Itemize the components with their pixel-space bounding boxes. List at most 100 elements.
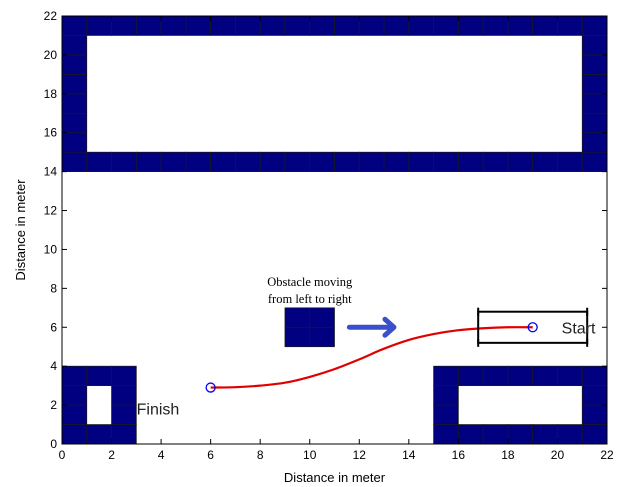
wall-cell [235, 15, 261, 36]
wall-cell [358, 15, 385, 36]
start-label: Start [562, 320, 596, 337]
wall-cell [61, 151, 88, 172]
wall-cell [433, 15, 459, 36]
x-tick-label: 16 [452, 448, 466, 462]
annotation-layer: Obstacle moving from left to right [267, 275, 397, 338]
wall-cell [532, 151, 558, 172]
wall-cell [210, 15, 236, 36]
wall-cell [111, 404, 137, 425]
x-axis-label: Distance in meter [284, 470, 386, 485]
wall-cell [581, 404, 608, 425]
wall-cell [581, 35, 608, 56]
wall-cell [433, 424, 459, 445]
wall-cell [61, 112, 88, 134]
wall-cell [507, 15, 534, 36]
wall-cell [86, 151, 112, 172]
wall-cell [259, 15, 286, 36]
wall-cell [61, 424, 88, 445]
wall-cell [61, 15, 88, 36]
wall-cell [284, 326, 311, 348]
wall-cell [507, 365, 534, 386]
wall-cell [259, 151, 286, 172]
plot-frame [61, 15, 608, 445]
wall-cell [309, 326, 335, 348]
wall-cell [581, 112, 608, 134]
wall-cell [61, 54, 88, 75]
x-tick-label: 22 [600, 448, 614, 462]
annotation-line-1: Obstacle moving [267, 275, 353, 289]
x-tick-label: 8 [257, 448, 264, 462]
wall-cell [408, 15, 434, 36]
wall-cell [532, 424, 558, 445]
wall-cell [433, 365, 459, 386]
wall-cell [61, 404, 88, 425]
wall-cell [557, 151, 583, 172]
wall-cell [581, 74, 608, 95]
wall-cell [581, 424, 608, 445]
finish-label: Finish [137, 402, 180, 419]
wall-cell [309, 15, 335, 36]
wall-cell [557, 424, 583, 445]
wall-cell [185, 15, 211, 36]
finish-marker [205, 382, 216, 393]
x-tick-label: 18 [501, 448, 515, 462]
wall-cell [581, 365, 608, 386]
wall-cell [135, 151, 162, 172]
start-marker [527, 322, 538, 333]
planned-path-line [210, 326, 533, 389]
wall-cell [482, 151, 509, 172]
wall-cell [581, 151, 608, 172]
path-markers: Finish Start [137, 307, 596, 419]
x-tick-label: 0 [59, 448, 66, 462]
wall-cell [581, 132, 608, 153]
wall-cell [383, 15, 410, 36]
y-tick-label: 16 [44, 126, 58, 140]
arrow-right-icon [346, 316, 397, 338]
wall-cell [309, 307, 335, 328]
top-wall [61, 15, 608, 172]
wall-cell [383, 151, 410, 172]
wall-cell [408, 151, 434, 172]
wall-cell [160, 15, 187, 36]
y-tick-label: 6 [50, 320, 57, 334]
wall-cell [61, 385, 88, 406]
y-tick-label: 10 [44, 242, 58, 256]
y-axis-label: Distance in meter [13, 179, 28, 281]
wall-cell [482, 15, 509, 36]
bottom-left-wall [61, 365, 137, 445]
wall-cell [458, 15, 484, 36]
wall-cell [334, 151, 360, 172]
wall-cell [458, 151, 484, 172]
wall-cell [532, 365, 558, 386]
x-tick-label: 20 [551, 448, 565, 462]
wall-cell [210, 151, 236, 172]
vehicle-bounding-box [477, 310, 589, 344]
wall-cell [358, 151, 385, 172]
wall-cell [458, 424, 484, 445]
wall-cell [61, 365, 88, 386]
moving-obstacle [284, 307, 335, 348]
wall-cell [160, 151, 187, 172]
y-tick-label: 12 [44, 204, 58, 218]
wall-cell [284, 307, 311, 328]
wall-cell [458, 365, 484, 386]
wall-cell [111, 151, 137, 172]
wall-cell [532, 15, 558, 36]
wall-cell [581, 54, 608, 75]
wall-cell [135, 15, 162, 36]
wall-cell [433, 151, 459, 172]
x-tick-label: 4 [158, 448, 165, 462]
y-tick-label: 14 [44, 165, 58, 179]
wall-cell [61, 74, 88, 95]
wall-cell [433, 404, 459, 425]
wall-cell [61, 93, 88, 114]
wall-cell [557, 15, 583, 36]
y-tick-label: 18 [44, 87, 58, 101]
axis-ticks: 0 2 4 6 8 10 12 14 16 18 20 22 0 2 4 6 8 10 12 14 16 18 20 22 [44, 9, 614, 462]
wall-cell [482, 365, 509, 386]
wall-cell [581, 385, 608, 406]
wall-cell [61, 132, 88, 153]
wall-cell [482, 424, 509, 445]
y-tick-label: 0 [50, 437, 57, 451]
